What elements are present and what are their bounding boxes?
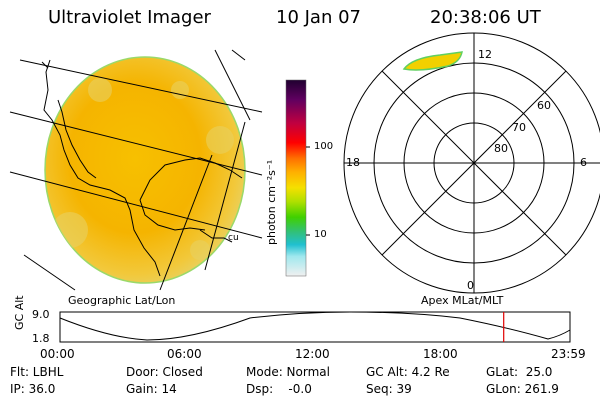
apex-label: Apex MLat/MLT xyxy=(421,294,504,307)
geographic-label: Geographic Lat/Lon xyxy=(68,294,176,307)
altitude-plot-frame xyxy=(59,311,571,343)
earth-disk xyxy=(44,56,246,284)
colorbar xyxy=(285,79,310,277)
instrument-title: Ultraviolet Imager xyxy=(48,7,211,28)
status-ip: IP: 36.0 xyxy=(10,382,56,396)
status-glat: GLat: 25.0 xyxy=(486,365,553,379)
altitude-ymax: 9.0 xyxy=(32,308,50,321)
mlat-70-label: 70 xyxy=(512,121,526,134)
x-tick-1800: 18:00 xyxy=(423,347,458,361)
status-dsp: Dsp: -0.0 xyxy=(246,382,312,396)
status-seq: Seq: 39 xyxy=(366,382,412,396)
x-tick-1200: 12:00 xyxy=(295,347,330,361)
status-mode: Mode: Normal xyxy=(246,365,330,379)
altitude-ymin: 1.8 xyxy=(32,332,50,345)
mlt-18-label: 18 xyxy=(346,156,360,169)
mlt-0-label: 0 xyxy=(467,279,474,292)
x-tick-2359: 23:59 xyxy=(551,347,586,361)
status-glon: GLon: 261.9 xyxy=(486,382,559,396)
colorbar-tick-100: 100 xyxy=(314,141,334,152)
time-label: 20:38:06 UT xyxy=(430,7,541,28)
x-tick-0600: 06:00 xyxy=(167,347,202,361)
svg-text:cu: cu xyxy=(228,233,239,243)
status-flt: Flt: LBHL xyxy=(10,365,64,379)
date-label: 10 Jan 07 xyxy=(276,7,361,28)
altitude-ylabel: GC Alt xyxy=(13,295,26,330)
altitude-curve xyxy=(59,311,571,341)
mlt-12-label: 12 xyxy=(478,48,492,61)
colorbar-tick-10: 10 xyxy=(314,229,327,240)
mlat-80-label: 80 xyxy=(494,142,508,155)
status-door: Door: Closed xyxy=(126,365,203,379)
x-tick-0000: 00:00 xyxy=(40,347,75,361)
status-gain: Gain: 14 xyxy=(126,382,177,396)
lat-lon-grid xyxy=(9,49,263,291)
auroral-oval xyxy=(402,51,463,71)
status-gc-alt: GC Alt: 4.2 Re xyxy=(366,365,450,379)
mlt-6-label: 6 xyxy=(580,156,587,169)
mlat-60-label: 60 xyxy=(537,99,551,112)
